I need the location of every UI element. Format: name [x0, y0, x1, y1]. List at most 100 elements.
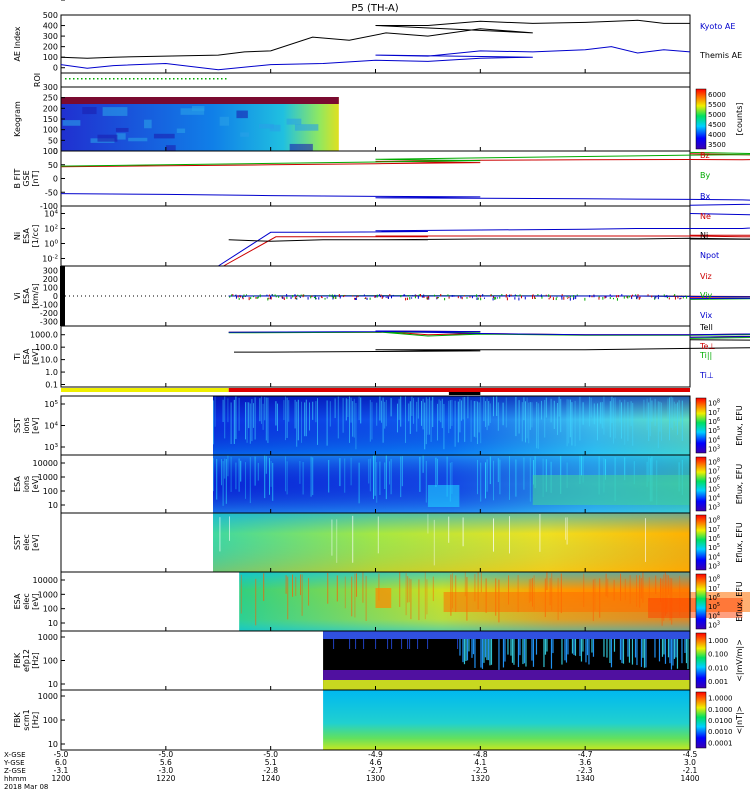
colorbar-label: Eflux, EFU [735, 405, 744, 446]
spectrogram-stripe [523, 457, 525, 490]
velocity-noise [334, 297, 336, 299]
y-axis-label: [eV] [31, 593, 40, 610]
spectrogram-stripe [214, 396, 216, 427]
velocity-noise [617, 295, 619, 298]
velocity-noise [334, 294, 336, 298]
velocity-noise [275, 295, 277, 298]
colorbar-tick-label: 1.0000 [708, 695, 733, 703]
spectrogram-stripe [557, 402, 559, 435]
velocity-noise [426, 297, 428, 300]
roi-dot [149, 78, 151, 80]
fbk-stripe [391, 639, 393, 649]
colorbar [695, 88, 707, 150]
velocity-noise [266, 294, 268, 296]
keogram-texture [176, 128, 186, 134]
velocity-noise [584, 297, 586, 301]
fbk-stripe [663, 639, 665, 655]
spectrogram-stripe [642, 572, 644, 603]
velocity-noise [229, 296, 231, 298]
spectrogram-stripe [657, 401, 659, 449]
velocity-noise [524, 296, 526, 300]
y-tick-label: 100 [43, 487, 58, 496]
velocity-noise [378, 294, 380, 296]
fbk-stripe [498, 639, 500, 670]
spectrogram-stripe [277, 403, 279, 432]
plot-title: P5 (TH-A) [351, 3, 398, 14]
velocity-noise [366, 297, 368, 300]
spectrogram-stripe [365, 575, 367, 621]
fbk-stripe [571, 639, 574, 654]
velocity-noise [495, 297, 497, 300]
spectrogram-stripe [297, 399, 299, 441]
time-tick-hhmm: 1200 [51, 774, 70, 783]
roi-dot [225, 78, 227, 80]
spectrogram-stripe [261, 396, 263, 424]
y-axis-label: [eV] [31, 476, 40, 493]
spectrogram-stripe [285, 456, 287, 492]
spectrogram-stripe [464, 396, 466, 442]
velocity-noise [286, 294, 288, 297]
spectrogram-stripe [405, 573, 407, 616]
velocity-noise [272, 294, 274, 296]
velocity-noise [477, 297, 479, 300]
fbk-stripe [480, 639, 482, 668]
velocity-noise [297, 294, 299, 297]
spectrogram-stripe [441, 398, 443, 429]
spectrogram-stripe [229, 516, 231, 541]
velocity-noise [609, 294, 611, 297]
spectrogram-stripe [528, 579, 530, 603]
velocity-noise [566, 295, 568, 298]
spectrogram-stripe [262, 403, 264, 430]
roi-dot [181, 78, 183, 80]
roi-dot [97, 78, 99, 80]
fbk-stripe [463, 639, 466, 665]
velocity-noise [492, 297, 494, 301]
fbk-stripe [591, 639, 593, 653]
spectrogram-stripe [426, 579, 428, 615]
y-tick-label: 102 [44, 225, 58, 234]
spectrogram-stripe [651, 400, 653, 422]
fbk-stripe [407, 639, 409, 649]
spectrogram-stripe [371, 402, 373, 440]
fbk-stripe [481, 639, 484, 669]
roi-dot [221, 78, 223, 80]
spectrogram-stripe [350, 397, 352, 423]
velocity-noise [282, 296, 284, 299]
y-tick-label: 1000 [38, 633, 58, 642]
velocity-noise [389, 294, 391, 296]
spectrogram-stripe [435, 457, 437, 487]
series-line-by [60, 151, 750, 167]
series-line-bx [60, 193, 750, 206]
roi-dot [173, 78, 175, 80]
velocity-noise [352, 295, 354, 297]
velocity-noise [240, 295, 242, 298]
velocity-noise [379, 296, 381, 298]
velocity-noise [505, 294, 507, 297]
keogram-texture [62, 120, 81, 126]
velocity-noise [637, 294, 639, 297]
series-line-ti [228, 330, 750, 338]
spectrogram-stripe [344, 458, 346, 493]
spectrogram-stripe [611, 396, 613, 423]
velocity-noise [245, 294, 247, 296]
fbk-stripe [525, 639, 527, 667]
spectrogram-stripe [508, 575, 510, 605]
spectrogram-stripe [401, 456, 403, 487]
spectrogram-stripe [342, 398, 344, 433]
spectrogram-stripe [347, 399, 349, 418]
spectrogram-stripe [483, 397, 485, 422]
spectrogram-stripe [308, 578, 310, 606]
velocity-noise [636, 296, 638, 300]
roi-dot [77, 78, 79, 80]
roi-dot [177, 78, 179, 80]
footer-row-label: Z-GSE [4, 767, 26, 775]
fbk-stripe [634, 639, 637, 658]
colorbar-tick-label: 0.1000 [708, 706, 733, 714]
fbk-stripe [574, 639, 577, 656]
velocity-noise [657, 296, 659, 300]
legend-by: By [700, 171, 710, 180]
velocity-noise [239, 294, 241, 298]
keogram-texture [289, 143, 313, 152]
velocity-noise [466, 297, 468, 299]
legend-ni: Ni [700, 231, 708, 240]
